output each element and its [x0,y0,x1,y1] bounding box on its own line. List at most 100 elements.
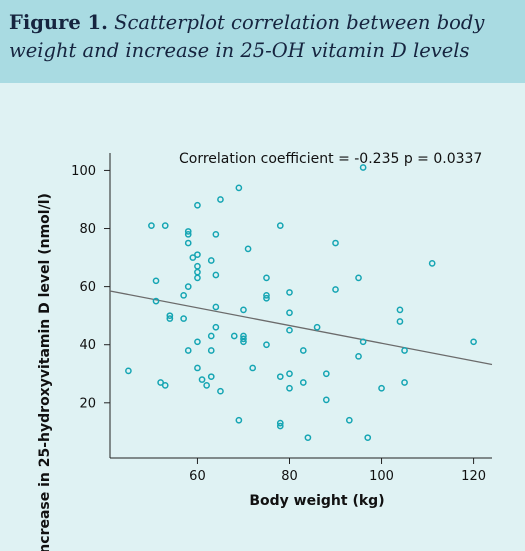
data-point [184,347,192,354]
data-point [152,297,160,305]
data-point [235,184,243,192]
y-tick-label: 20 [79,396,96,411]
data-point [240,338,247,346]
data-point [263,294,270,302]
data-point [152,277,160,285]
data-point [184,228,192,235]
data-point [428,260,436,267]
data-point [332,286,339,293]
data-point [194,201,201,209]
data-point [166,312,174,320]
y-tick-label: 60 [79,280,96,295]
x-tick-label: 80 [281,469,298,484]
data-point [212,271,220,279]
data-point [345,416,353,424]
data-point [364,434,372,442]
figure-header: Figure 1. Scatterplot correlation betwee… [0,0,525,83]
data-point [161,382,169,389]
data-point [359,164,367,171]
data-point [322,370,330,378]
figure-caption: Figure 1. Scatterplot correlation betwee… [9,9,521,65]
y-axis-label: Increase in 25-hydroxyvitamin D level (n… [37,193,53,551]
data-point [322,396,330,404]
data-point [194,268,201,276]
x-tick-label: 60 [189,469,206,484]
data-point [332,239,339,247]
data-point [359,338,367,346]
data-point [299,379,307,386]
data-point [244,245,252,253]
data-point [286,384,293,392]
data-point [276,373,284,381]
x-axis-label: Body weight (kg) [249,493,384,509]
data-point [401,379,408,386]
data-point [470,338,477,346]
data-point [355,274,362,282]
data-point [203,382,211,389]
chart-panel: 60 80 100 120 20 40 60 80 100 Correlation coeffi… [0,83,525,551]
data-point [249,364,257,372]
data-point [276,419,284,427]
y-tick-label: 80 [79,222,96,237]
data-point [396,306,404,314]
data-point [240,335,247,343]
data-point [198,376,206,383]
data-point [189,254,197,261]
data-point [161,222,169,229]
figure-label: Figure 1. [9,11,108,34]
figure-caption-text: Scatterplot correlation between body wei… [9,11,485,62]
data-point [184,239,192,247]
data-point [286,289,293,296]
data-point [235,416,243,424]
data-point [299,347,307,354]
data-point [212,323,220,331]
data-point [217,387,224,395]
data-point [240,306,247,314]
data-point [148,222,155,229]
data-point [263,291,270,299]
data-point [230,332,238,340]
data-point [263,341,270,349]
data-point [207,257,215,264]
data-point [212,230,220,238]
data-point [304,434,312,442]
data-point [194,274,201,282]
y-tick-label: 100 [71,164,96,179]
data-point [276,222,284,229]
data-point [276,422,284,430]
data-point [125,367,132,375]
data-point [194,364,201,372]
data-point [212,303,220,311]
data-point [194,338,201,346]
x-tick-label: 100 [369,469,394,484]
data-point [180,291,187,299]
data-point [184,283,192,290]
data-point [286,326,293,334]
data-point [184,230,192,238]
data-point [396,318,404,325]
data-points [125,164,477,442]
data-point [378,384,385,392]
data-point [355,352,362,360]
data-point [207,332,215,340]
x-tick-label: 120 [461,469,486,484]
data-point [286,309,293,317]
data-point [157,379,164,386]
y-tick-label: 40 [79,338,96,353]
data-point [194,251,201,259]
data-point [217,196,224,203]
data-point [313,323,321,331]
scatter-chart: 60 80 100 120 20 40 60 80 100 Correlation coeffi… [37,151,493,551]
trendline-layer [109,290,493,366]
chart-axes: 60 80 100 120 20 40 60 80 100 [71,153,492,484]
data-point [207,347,215,354]
data-point [286,370,293,378]
trendline [109,290,493,366]
data-point [194,262,201,270]
data-point [263,274,270,282]
data-point [207,373,215,381]
data-point [166,315,174,322]
data-point [401,347,408,354]
data-point [180,315,187,322]
correlation-annotation: Correlation coefficient = -0.235 p = 0.0… [179,151,482,167]
